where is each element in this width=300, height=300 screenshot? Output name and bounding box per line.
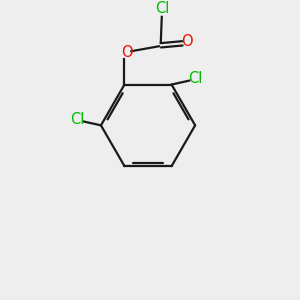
- Text: O: O: [121, 45, 132, 60]
- Text: Cl: Cl: [156, 1, 170, 16]
- Text: O: O: [182, 34, 193, 49]
- Text: Cl: Cl: [188, 71, 202, 86]
- Text: Cl: Cl: [70, 112, 85, 127]
